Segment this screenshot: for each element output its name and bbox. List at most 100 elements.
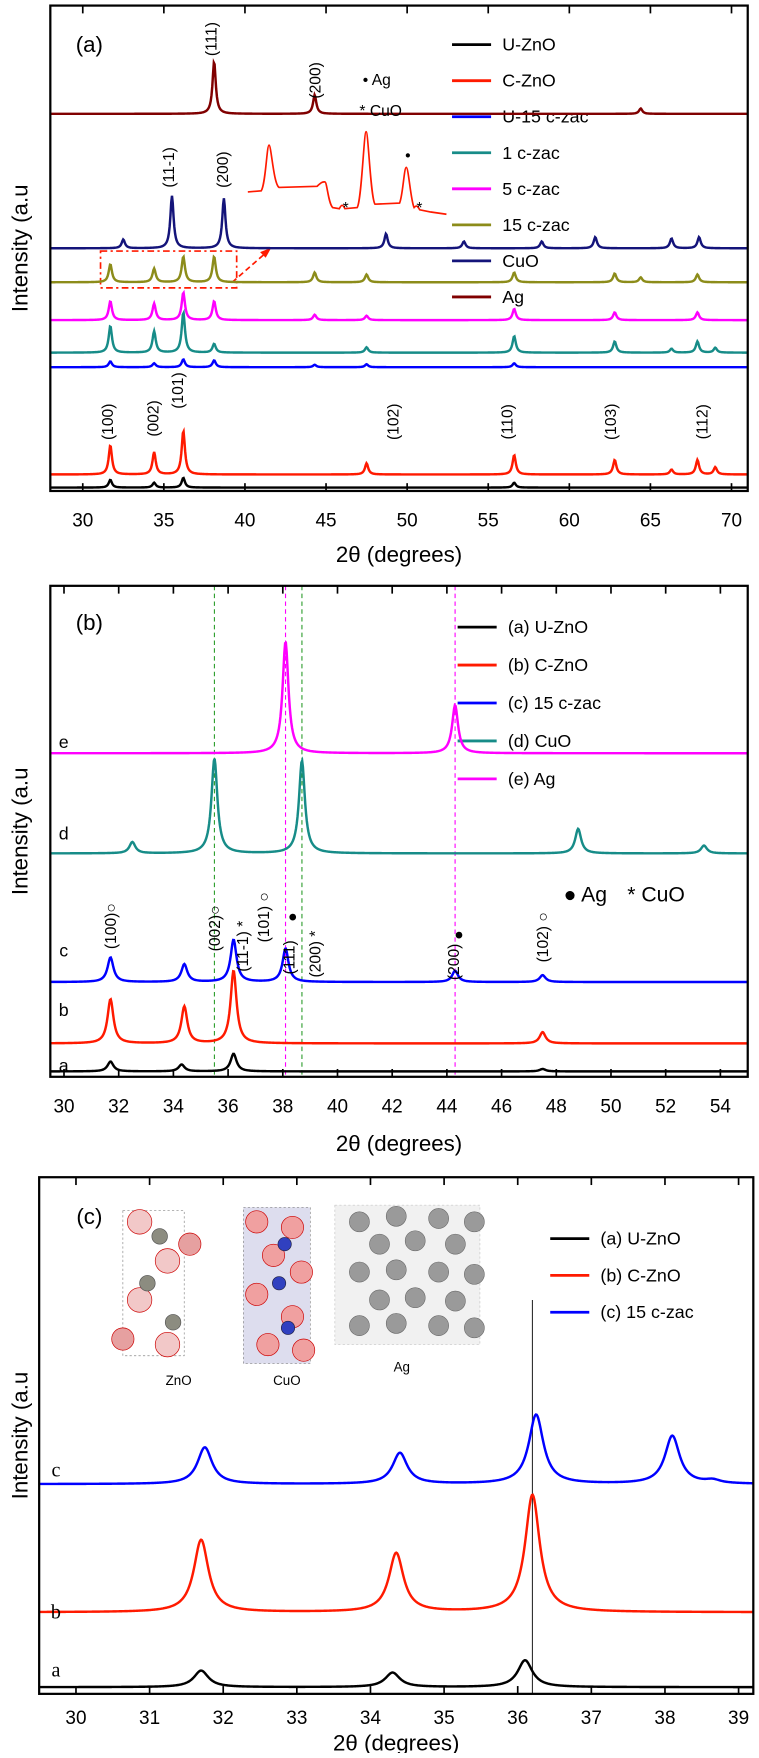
x-axis-label: 2θ (degrees) [336,542,462,567]
legend-label: 1 c-zac [502,143,560,163]
pattern-curve [39,1658,754,1689]
crystal-zno [111,1209,202,1358]
curve-tag: c [51,1460,60,1482]
curve-tag: b [59,1000,69,1020]
legend-label: (c) 15 c-zac [600,1302,693,1322]
pattern-curve [50,756,748,855]
annotation: (101) ○ [256,892,273,942]
legend-label: (e) Ag [508,769,556,789]
plot-frame [49,584,749,1078]
x-tick-label: 37 [581,1708,602,1729]
legend-label: (b) C-ZnO [600,1265,680,1285]
annotation: (112) [695,404,712,439]
pattern-curve [50,195,748,250]
x-tick-label: 32 [108,1096,129,1117]
x-tick-label: 36 [218,1096,239,1117]
legend-label: Ag [502,287,524,307]
curve-tag: a [59,1056,69,1076]
x-tick-label: 50 [397,511,418,532]
curve-tag: a [51,1659,60,1681]
inset [99,130,447,289]
legend-label: C-ZnO [502,71,556,91]
x-tick-label: 65 [640,511,661,532]
x-tick-label: 39 [728,1708,749,1729]
panel-label: (c) [76,1204,102,1229]
annotation: (102) [386,404,403,440]
annotation: (101) [170,372,187,408]
x-tick-label: 38 [272,1096,293,1117]
x-axis-label: 2θ (degrees) [336,1131,462,1156]
curve-tag: b [51,1601,61,1623]
annotation: • Ag [363,72,391,89]
pattern-curve [50,1052,748,1073]
x-tick-label: 30 [72,511,93,532]
x-tick-label: 46 [491,1096,512,1117]
x-tick-label: 54 [710,1096,731,1117]
annotation: (111) [282,940,299,974]
x-tick-label: 40 [327,1096,348,1117]
annotation: * [416,200,422,217]
x-tick-label: 30 [65,1708,86,1729]
x-tick-label: 48 [546,1096,567,1117]
legend-label: (a) U-ZnO [600,1229,680,1249]
x-tick-label: 44 [436,1096,457,1117]
x-tick-label: 50 [600,1096,621,1117]
y-axis-label: Intensity (a.u [8,767,33,895]
annotation: (110) [499,404,516,439]
annotation: (200) [307,62,324,98]
pattern-curve [50,289,748,322]
annotation: (103) [603,404,620,440]
legend-label: (d) CuO [508,731,572,751]
x-tick-label: 34 [360,1708,381,1729]
annotation: (111) [204,22,221,56]
curve-tag: d [59,824,69,844]
annotation: (002) [146,400,163,436]
crystal-ag [334,1204,485,1345]
pattern-curve [39,1493,754,1614]
zoom-arrow [231,250,269,283]
legend-label: (c) 15 c-zac [508,693,601,713]
structure-label: CuO [273,1373,301,1388]
zoom-box [99,250,238,289]
x-tick-label: 31 [139,1708,160,1729]
pattern-curve [50,308,748,354]
x-tick-label: 36 [507,1708,528,1729]
annotation: (200) [215,151,232,187]
x-tick-label: 70 [721,511,742,532]
legend-label: (a) U-ZnO [508,617,588,637]
annotation: (100)○ [103,903,120,949]
annotation: (102) ○ [535,912,552,962]
annotation: ● Ag [564,883,607,906]
annotation: • [405,148,410,165]
y-axis-label: Intensity (a.u [8,184,33,312]
zoom-arrow-head [260,247,272,258]
annotation: (002)○ [207,905,224,951]
crystal-cuo [243,1207,316,1364]
annotation: * CuO [359,103,402,120]
structure-label: Ag [394,1359,410,1374]
pattern-curve [39,1413,754,1486]
x-tick-label: 32 [213,1708,234,1729]
y-axis-label: Intensity (a.u [8,1372,33,1500]
annotation: * CuO [627,883,685,906]
annotation: ● [288,909,297,926]
annotation: * [343,200,349,217]
legend-label: CuO [502,251,539,271]
annotation: (11-1) [161,147,178,187]
curve-tag: e [59,732,69,752]
x-tick-label: 40 [234,511,255,532]
x-tick-label: 33 [286,1708,307,1729]
x-tick-label: 52 [655,1096,676,1117]
x-tick-label: 55 [478,511,499,532]
panel-label: (b) [76,610,103,635]
legend-label: 15 c-zac [502,215,570,235]
x-tick-label: 35 [434,1708,455,1729]
legend-label: U-15 c-zac [502,107,588,127]
legend-label: (b) C-ZnO [508,655,588,675]
annotation: (200) * [307,931,324,978]
pattern-curve [50,358,748,369]
x-tick-label: 60 [559,511,580,532]
legend-label: 5 c-zac [502,179,560,199]
pattern-curve [50,938,748,984]
